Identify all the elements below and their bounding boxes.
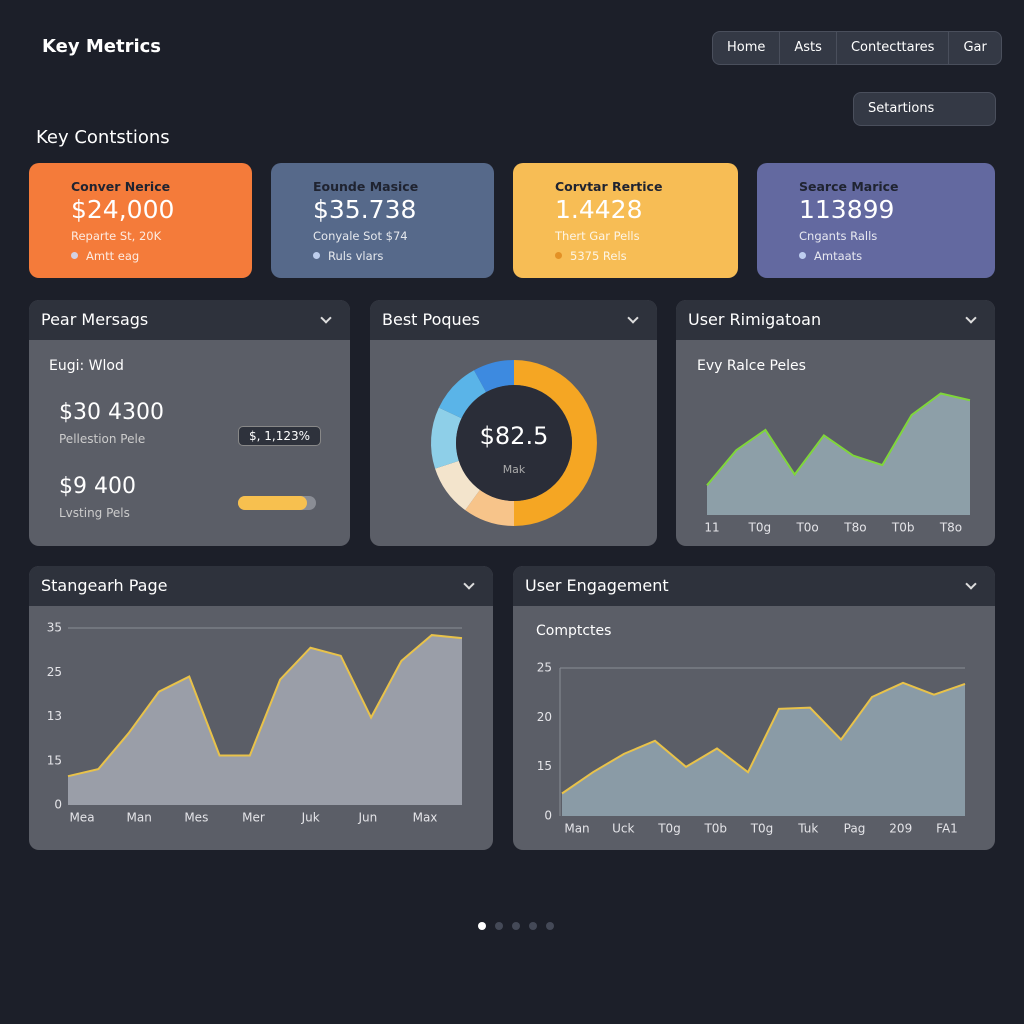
icon	[799, 252, 806, 259]
progress-track	[238, 496, 316, 510]
panel-title: Best Poques	[370, 300, 657, 340]
icon	[71, 252, 78, 259]
card-foot: Amtaats	[799, 249, 862, 263]
nav-item[interactable]: Home	[713, 32, 781, 64]
section-title: Key Contstions	[36, 127, 170, 148]
foot-text: Amtt eag	[86, 249, 140, 263]
card-label: Eounde Masice	[313, 179, 419, 194]
metric-card: Conver Nerice $24,000 Reparte St, 20K Amtt …	[29, 163, 252, 278]
foot-text: 5375 Rels	[570, 249, 627, 263]
panel-subtitle: Evy Ralce Peles	[697, 358, 806, 374]
metric-label: Lvsting Pels	[59, 506, 130, 520]
card-value: $35.738	[313, 195, 417, 224]
icon	[313, 252, 320, 259]
card-sub: Reparte St, 20K	[71, 229, 162, 243]
panel: Stangearh Page	[29, 566, 493, 850]
metric-card: Corvtar Rertice 1.4428 Thert Gar Pells 5375…	[513, 163, 738, 278]
panel: User Rimigatoan Evy Ralce Peles	[676, 300, 995, 546]
metric-label: Pellestion Pele	[59, 432, 146, 446]
metric-value: $9 400	[59, 474, 136, 499]
metric-card: Searce Marice 113899 Cngants Ralls Amtaats	[757, 163, 995, 278]
metric-value: $30 4300	[59, 400, 164, 425]
panel: Pear Mersags Eugi: Wlod $30 4300 Pellest…	[29, 300, 350, 546]
card-label: Searce Marice	[799, 179, 899, 194]
metric-card: Eounde Masice $35.738 Conyale Sot $74 Ruls …	[271, 163, 494, 278]
nav-bar: Home Asts Contecttares Gar	[712, 31, 1002, 65]
nav-item[interactable]: Gar	[963, 40, 987, 55]
progress-bar	[238, 496, 307, 510]
card-foot: Ruls vlars	[313, 249, 383, 263]
card-value: 113899	[799, 195, 895, 224]
card-value: 1.4428	[555, 195, 643, 224]
pager-dot[interactable]	[546, 922, 554, 930]
panel: User Engagement Comptctes	[513, 566, 995, 850]
panel-subtitle: Eugi: Wlod	[49, 358, 124, 374]
page-title: Key Metrics	[42, 36, 161, 57]
badge: $, 1,123%	[238, 426, 322, 446]
panel: Best Poques	[370, 300, 657, 546]
card-sub: Thert Gar Pells	[555, 229, 640, 243]
dropdown[interactable]: Setartions	[853, 92, 996, 126]
card-sub: Conyale Sot $74	[313, 229, 408, 243]
dropdown-label: Setartions	[868, 101, 935, 116]
card-value: $24,000	[71, 195, 175, 224]
pager-dot[interactable]	[495, 922, 503, 930]
panel-subtitle: Comptctes	[536, 623, 612, 639]
card-sub: Cngants Ralls	[799, 229, 878, 243]
card-label: Corvtar Rertice	[555, 179, 663, 194]
card-label: Conver Nerice	[71, 179, 171, 194]
panel-title: User Rimigatoan	[676, 300, 995, 340]
card-foot: 5375 Rels	[555, 249, 627, 263]
pager-dot[interactable]	[529, 922, 537, 930]
panel-title: Stangearh Page	[29, 566, 493, 606]
nav-item[interactable]: Asts	[780, 32, 837, 64]
icon	[555, 252, 562, 259]
pager-dot[interactable]	[512, 922, 520, 930]
card-foot: Amtt eag	[71, 249, 139, 263]
pager-dot[interactable]	[478, 922, 486, 930]
foot-text: Ruls vlars	[328, 249, 384, 263]
panel-title: Pear Mersags	[29, 300, 350, 340]
foot-text: Amtaats	[814, 249, 863, 263]
panel-title: User Engagement	[513, 566, 995, 606]
nav-item[interactable]: Contecttares	[837, 32, 950, 64]
